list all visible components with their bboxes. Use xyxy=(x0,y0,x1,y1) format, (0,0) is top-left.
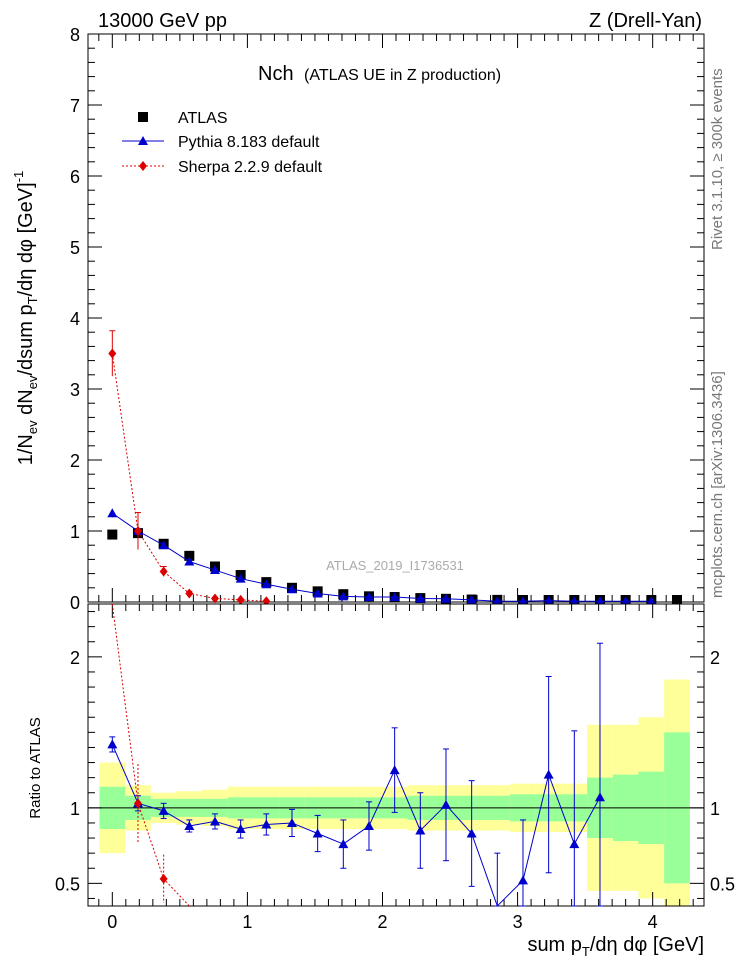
main-y-tick-label: 7 xyxy=(70,96,80,116)
ratio-pythia-point xyxy=(286,817,297,827)
ratio-pythia-point xyxy=(184,820,195,830)
main-y-tick-label: 2 xyxy=(70,451,80,471)
ratio-pythia-line xyxy=(111,744,601,907)
ratio-pythia-point xyxy=(466,828,477,838)
ratio-y-tick-label-right: 1 xyxy=(710,799,720,819)
pythia-point xyxy=(209,565,220,575)
pythia-point xyxy=(107,508,118,518)
pythia-point xyxy=(415,593,426,603)
legend-sherpa-marker xyxy=(139,161,147,171)
ratio-pythia-point xyxy=(543,769,554,779)
main-data-layer xyxy=(107,330,682,607)
pythia-point xyxy=(466,594,477,604)
pythia-line xyxy=(112,512,652,602)
ratio-sherpa-line xyxy=(111,603,190,907)
ratio-pythia-point xyxy=(209,816,220,826)
ratio-pythia-point xyxy=(338,839,349,849)
x-tick-label: 0 xyxy=(107,912,117,932)
pythia-point xyxy=(492,596,503,606)
sherpa-point xyxy=(133,526,142,536)
watermark: ATLAS_2019_I1736531 xyxy=(326,558,464,573)
legend-atlas-label: ATLAS xyxy=(178,110,228,127)
ratio-pythia-point xyxy=(389,765,400,775)
ratio-pythia-point xyxy=(415,825,426,835)
ratio-data-layer xyxy=(107,603,605,907)
ratio-y-tick-label-right: 0.5 xyxy=(710,874,735,894)
main-y-tick-label: 6 xyxy=(70,167,80,187)
atlas-point xyxy=(107,529,118,540)
main-y-tick-label: 3 xyxy=(70,380,80,400)
ratio-pythia-point xyxy=(440,799,451,809)
ratio-sherpa-point xyxy=(133,798,142,809)
sherpa-point xyxy=(236,594,245,605)
pythia-point xyxy=(646,596,657,606)
ratio-y-tick-label-right: 2 xyxy=(710,648,720,668)
header-right: Z (Drell-Yan) xyxy=(589,10,702,32)
main-panel xyxy=(87,33,705,603)
ratio-pythia-point xyxy=(594,792,605,802)
legend-sherpa-label: Sherpa 2.2.9 default xyxy=(178,159,323,176)
x-axis-label: sum pT/dη dφ [GeV] xyxy=(527,934,704,959)
legend: ATLAS Pythia 8.183 default Sherpa 2.2.9 … xyxy=(122,110,323,176)
pythia-point xyxy=(338,591,349,601)
ratio-y-tick-label: 2 xyxy=(70,648,80,668)
atlas-point xyxy=(184,550,195,561)
x-tick-label: 4 xyxy=(648,912,658,932)
pythia-point xyxy=(363,592,374,602)
legend-atlas-marker xyxy=(138,112,148,122)
pythia-point xyxy=(594,596,605,606)
pythia-point xyxy=(184,556,195,566)
pythia-point xyxy=(440,593,451,603)
ratio-pythia-point xyxy=(107,739,118,749)
pythia-point xyxy=(261,579,272,589)
pythia-point xyxy=(620,596,631,606)
x-tick-label: 3 xyxy=(513,912,523,932)
pythia-point xyxy=(158,540,169,550)
pythia-point xyxy=(569,596,580,606)
ratio-pythia-point xyxy=(235,823,246,833)
ratio-pythia-point xyxy=(312,828,323,838)
pythia-point xyxy=(235,573,246,583)
main-y-tick-label: 4 xyxy=(70,309,80,329)
sherpa-point xyxy=(159,566,168,577)
mcplots-label: mcplots.cern.ch [arXiv:1306.3436] xyxy=(709,371,726,598)
x-tick-label: 2 xyxy=(377,912,387,932)
legend-pythia-label: Pythia 8.183 default xyxy=(178,134,320,151)
ratio-y-tick-label: 0.5 xyxy=(55,874,80,894)
ratio-pythia-point xyxy=(158,805,169,815)
x-tick-label: 1 xyxy=(242,912,252,932)
pythia-point xyxy=(286,584,297,594)
pythia-point xyxy=(517,596,528,606)
main-frame xyxy=(87,33,705,603)
ratio-pythia-point xyxy=(363,820,374,830)
ratio-y-axis-label: Ratio to ATLAS xyxy=(27,717,44,818)
sherpa-point xyxy=(108,348,117,359)
atlas-point xyxy=(671,595,682,605)
main-y-tick-label: 0 xyxy=(70,593,80,613)
main-title: Nch xyxy=(258,63,294,85)
main-subtitle: (ATLAS UE in Z production) xyxy=(304,67,501,84)
legend-pythia-marker xyxy=(138,136,148,145)
ratio-sherpa-point xyxy=(159,873,168,884)
header-left: 13000 GeV pp xyxy=(98,10,227,32)
ratio-panel xyxy=(88,604,704,906)
ratio-pythia-point xyxy=(569,839,580,849)
rivet-label: Rivet 3.1.10, ≥ 300k events xyxy=(709,68,726,250)
ratio-axis-ticks: 0.5 0.5 1 1 2 2 0 1 2 3 4 xyxy=(55,603,735,932)
main-y-tick-label: 8 xyxy=(70,25,80,45)
main-y-tick-label: 5 xyxy=(70,238,80,258)
pythia-point xyxy=(543,595,554,605)
ratio-pythia-point xyxy=(261,819,272,829)
sherpa-point xyxy=(210,593,219,604)
pythia-point xyxy=(312,588,323,598)
main-y-axis-label: 1/Nev dNev/dsum pT/dη dφ [GeV]-1 xyxy=(11,171,40,466)
sherpa-point xyxy=(185,588,194,599)
ratio-y-tick-label: 1 xyxy=(70,799,80,819)
ratio-pythia-point xyxy=(517,875,528,885)
pythia-point xyxy=(389,592,400,602)
main-y-tick-label: 1 xyxy=(70,522,80,542)
